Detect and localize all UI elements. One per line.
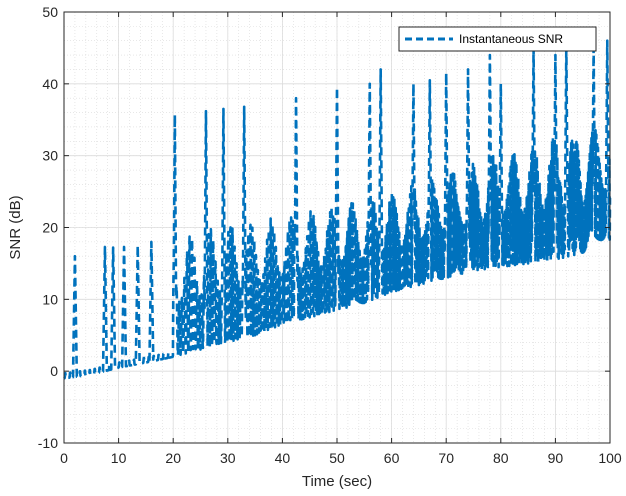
y-tick-label: 40 bbox=[42, 76, 58, 92]
legend-entry-label: Instantaneous SNR bbox=[459, 32, 563, 46]
x-tick-labels: 0 10 20 30 40 50 60 70 80 90 100 bbox=[60, 450, 622, 466]
data-series bbox=[62, 39, 612, 380]
x-tick-label: 80 bbox=[493, 450, 509, 466]
y-tick-label: 50 bbox=[42, 4, 58, 20]
axis-ticks bbox=[63, 11, 611, 444]
x-tick-label: 20 bbox=[165, 450, 181, 466]
x-tick-label: 60 bbox=[384, 450, 400, 466]
x-tick-label: 30 bbox=[220, 450, 236, 466]
x-tick-label: 40 bbox=[275, 450, 291, 466]
y-axis-label: SNR (dB) bbox=[7, 195, 24, 259]
legend: Instantaneous SNR bbox=[398, 26, 597, 52]
x-tick-label: 70 bbox=[438, 450, 454, 466]
series-line-instantaneous-snr bbox=[62, 39, 612, 380]
y-tick-label: 30 bbox=[42, 148, 58, 164]
y-tick-label: 0 bbox=[50, 363, 58, 379]
x-tick-label: 90 bbox=[548, 450, 564, 466]
y-tick-label: 20 bbox=[42, 220, 58, 236]
x-tick-label: 10 bbox=[111, 450, 127, 466]
x-tick-label: 50 bbox=[329, 450, 345, 466]
x-tick-label: 100 bbox=[598, 450, 622, 466]
y-tick-label: -10 bbox=[38, 435, 58, 451]
x-tick-label: 0 bbox=[60, 450, 68, 466]
y-tick-labels: -10 0 10 20 30 40 50 bbox=[38, 4, 58, 451]
x-axis-label: Time (sec) bbox=[302, 473, 372, 490]
y-tick-label: 10 bbox=[42, 291, 58, 307]
